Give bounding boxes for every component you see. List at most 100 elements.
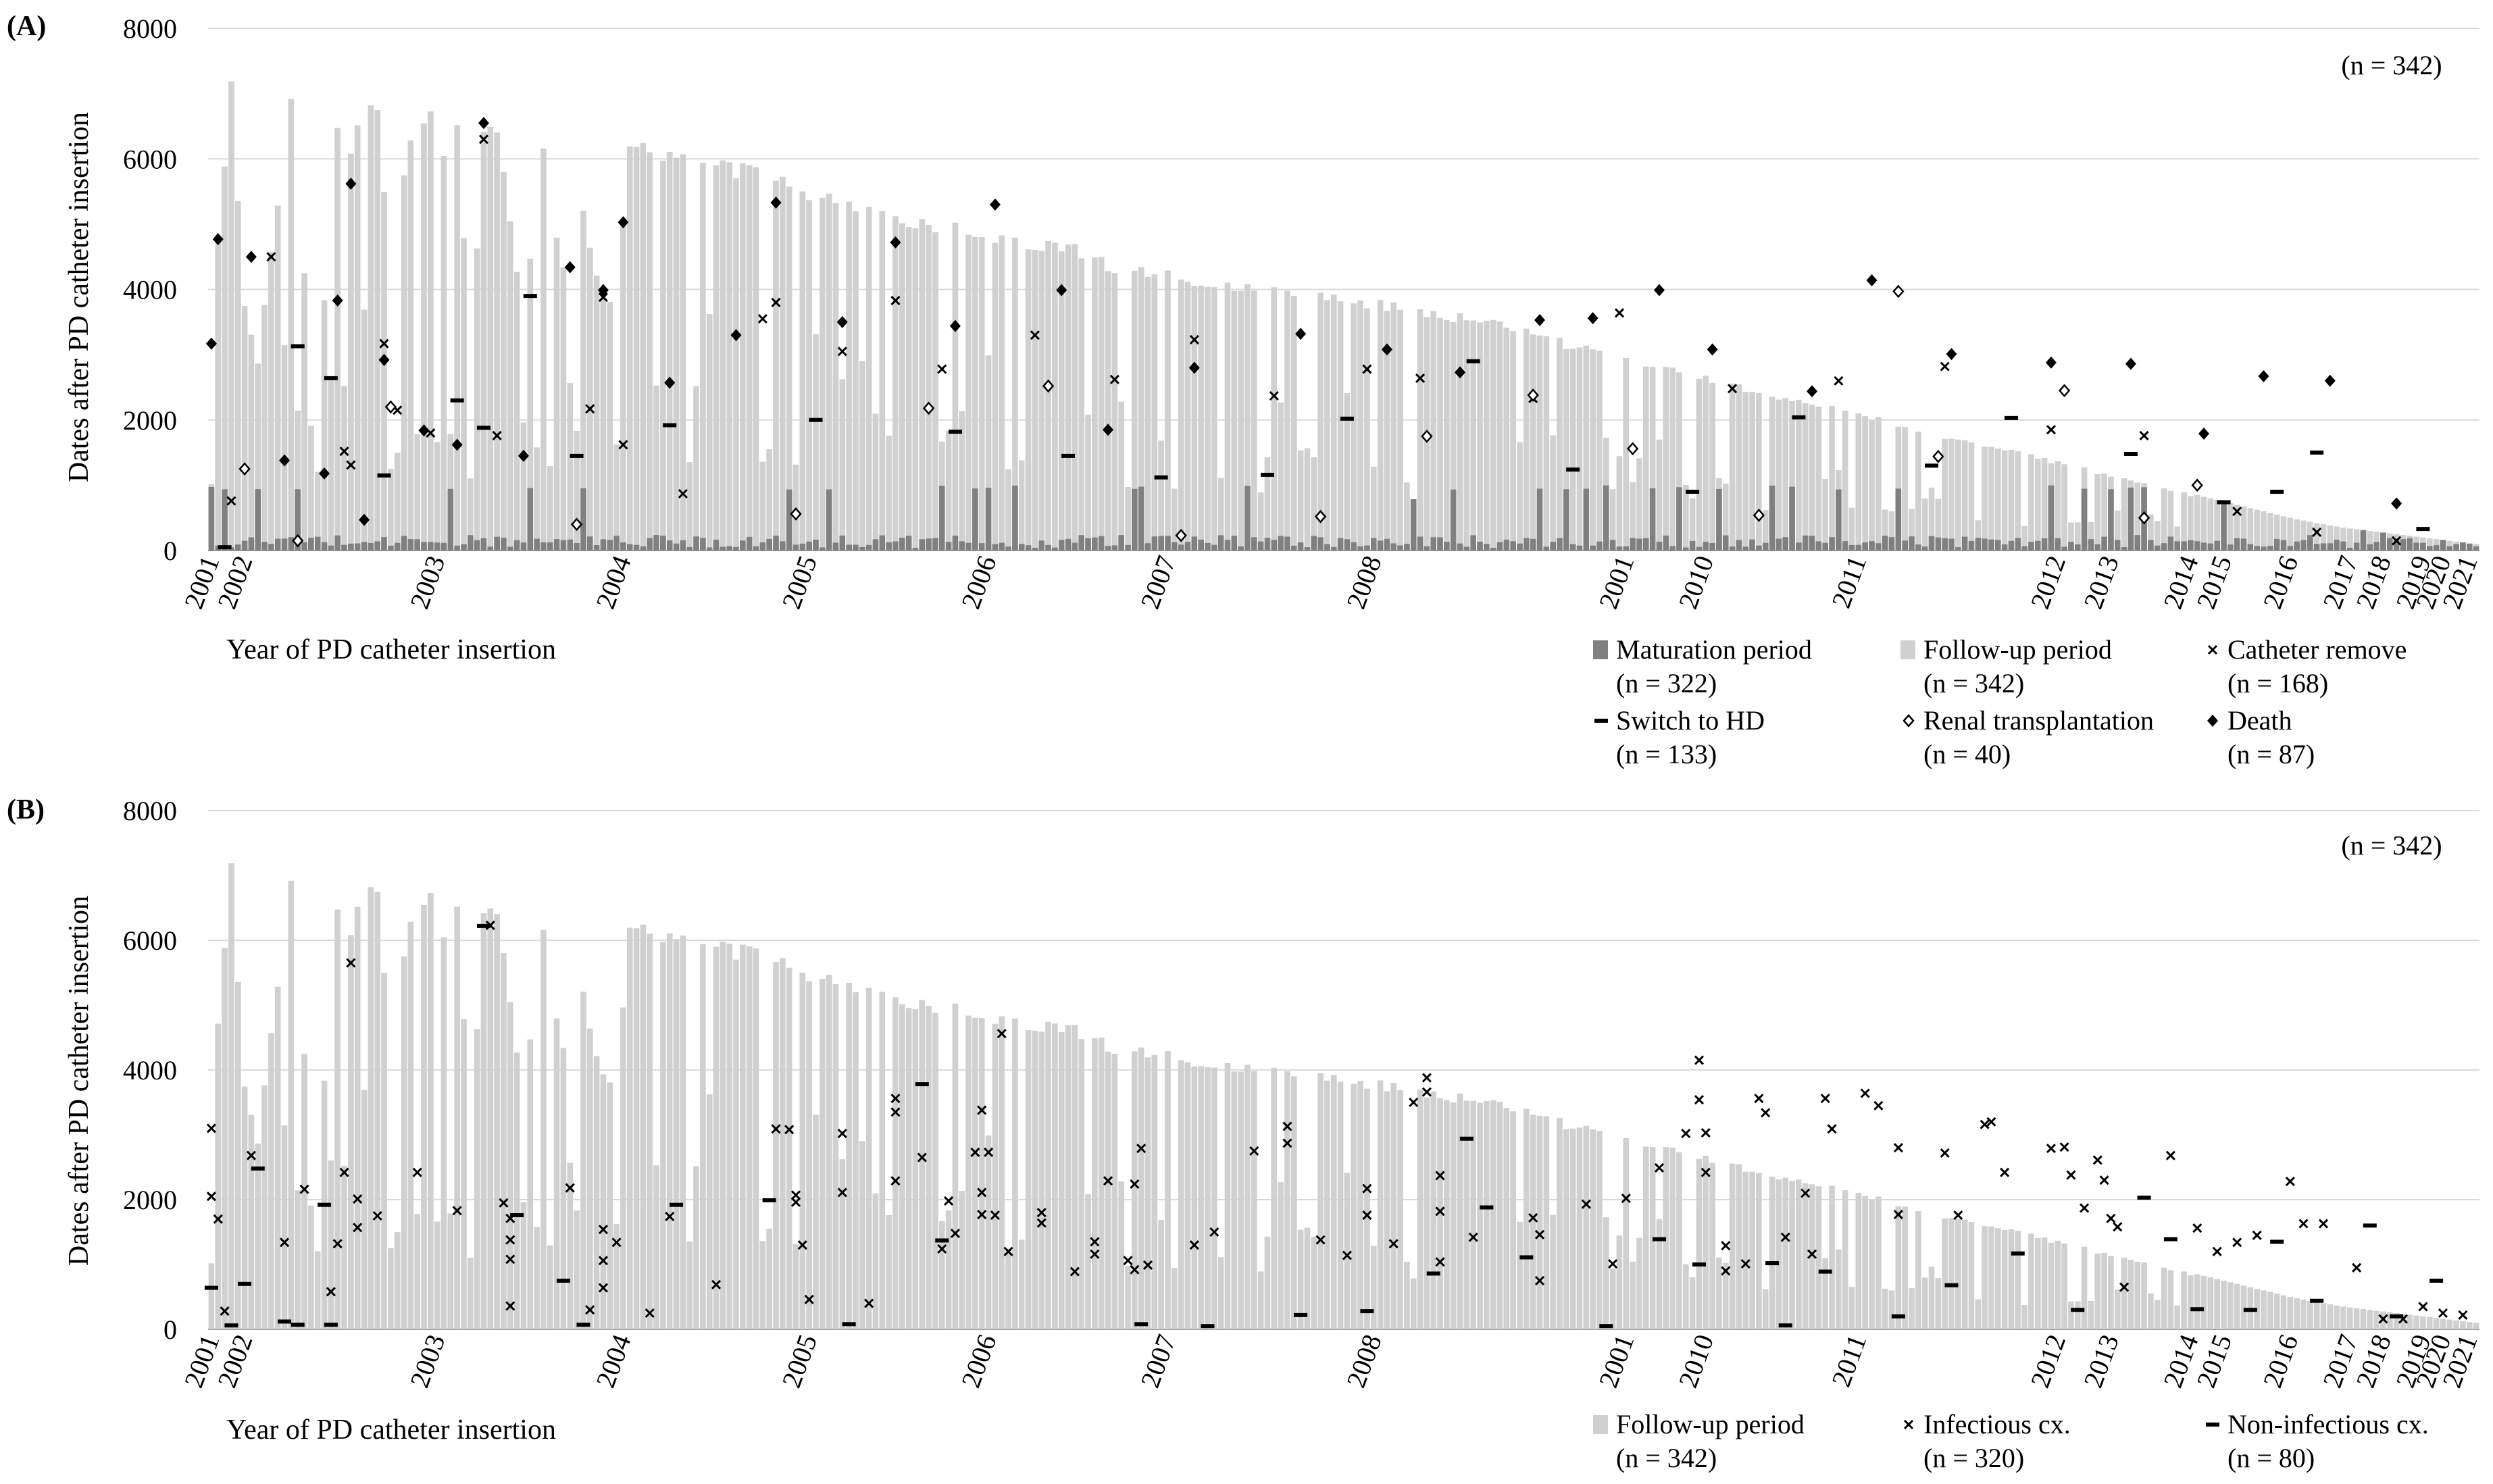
follow-up-bar [301, 1054, 307, 1329]
follow-up-bar [1364, 1088, 1370, 1329]
x-tick-label: 2004 [590, 1331, 637, 1392]
follow-up-bar [1862, 416, 1869, 551]
follow-up-bar [208, 1263, 215, 1329]
follow-up-bar [2121, 478, 2127, 551]
follow-up-bar [1616, 1235, 1623, 1329]
follow-up-bar [308, 426, 314, 551]
maturation-bar [1789, 486, 1795, 551]
follow-up-bar [872, 413, 879, 551]
maturation-bar [241, 540, 248, 551]
non-infectious-cx-marker [935, 1238, 949, 1243]
follow-up-bar [1982, 1226, 1988, 1329]
follow-up-bar [388, 1248, 394, 1329]
follow-up-bar [1184, 1062, 1191, 1329]
follow-up-bar [932, 1013, 938, 1329]
maturation-bar [1955, 547, 1961, 551]
catheter-remove-marker [2312, 527, 2322, 538]
follow-up-bar [2028, 454, 2034, 551]
maturation-bar [1796, 542, 1802, 551]
maturation-bar [1988, 539, 1994, 551]
maturation-bar [1118, 535, 1124, 551]
maturation-bar [361, 542, 368, 551]
catheter-remove-marker [1940, 361, 1950, 372]
follow-up-bar [1596, 1131, 1603, 1329]
follow-up-bar [1782, 398, 1789, 551]
follow-up-bar [972, 236, 978, 551]
maturation-bar [480, 538, 487, 551]
infectious-cx-marker [1362, 1210, 1372, 1221]
follow-up-bar [1736, 1164, 1742, 1329]
non-infectious-cx-marker [224, 1323, 238, 1328]
follow-up-bar [633, 928, 640, 1329]
follow-up-bar [288, 880, 295, 1329]
maturation-bar [2227, 544, 2234, 551]
follow-up-bar [859, 1141, 865, 1329]
follow-up-bar [1098, 257, 1105, 551]
maturation-bar [1384, 538, 1390, 551]
follow-up-bar [308, 1205, 314, 1329]
non-infectious-cx-marker [1134, 1322, 1149, 1327]
infectious-cx-marker [339, 1167, 349, 1177]
follow-up-bar [1357, 300, 1363, 551]
switch-to-hd-marker [523, 294, 537, 299]
catheter-remove-marker [492, 430, 502, 441]
x-tick-label: 2012 [2025, 1331, 2072, 1392]
maturation-bar [865, 544, 872, 551]
maturation-bar [1975, 538, 1982, 551]
follow-up-bar [1032, 250, 1038, 551]
y-tick-label: 4000 [123, 275, 177, 305]
follow-up-bar [527, 1039, 534, 1329]
follow-up-bar [680, 154, 686, 551]
infectious-cx-marker [977, 1105, 987, 1115]
death-marker [2391, 497, 2402, 510]
follow-up-bar [1855, 1193, 1862, 1329]
follow-up-bar [295, 1190, 301, 1329]
follow-up-bar [547, 466, 553, 551]
follow-up-bar [1477, 322, 1483, 551]
panel-b-grid [208, 810, 2479, 1330]
catheter-remove-marker [1834, 376, 1844, 386]
infectious-cx-marker [970, 1147, 980, 1157]
y-tick-label: 0 [163, 536, 177, 566]
death-marker [359, 513, 370, 526]
maturation-bar [1669, 546, 1676, 551]
follow-up-bar [1921, 498, 1928, 551]
follow-up-bar [374, 892, 380, 1329]
infectious-cx-marker [1940, 1148, 1950, 1158]
infectious-cx-marker [2285, 1177, 2295, 1187]
follow-up-bar [720, 160, 726, 551]
follow-up-bar [1377, 300, 1384, 551]
follow-up-bar [1842, 410, 1848, 551]
follow-up-bar [792, 1244, 799, 1329]
follow-up-bar [640, 924, 647, 1329]
follow-up-bar [1065, 244, 1072, 551]
follow-up-bar [1802, 403, 1809, 551]
catheter-remove-marker [1415, 373, 1426, 383]
follow-up-bar [1703, 376, 1709, 551]
maturation-bar [713, 539, 720, 551]
follow-up-bar [1351, 303, 1357, 551]
follow-up-bar [288, 99, 295, 551]
follow-up-bar [733, 959, 739, 1329]
maturation-bar [494, 536, 500, 551]
non-infectious-cx-marker [670, 1202, 684, 1207]
follow-up-bar [2108, 1256, 2114, 1329]
maturation-bar [1829, 537, 1835, 551]
infectious-cx-marker [1608, 1258, 1618, 1269]
follow-up-bar [1450, 1102, 1457, 1329]
maturation-bar [447, 488, 454, 551]
follow-up-bar [341, 1165, 347, 1329]
follow-up-bar [613, 444, 620, 551]
follow-up-bar [241, 306, 248, 551]
maturation-bar [1304, 547, 1311, 551]
follow-up-bar [234, 981, 241, 1329]
legend-label: Death [2227, 705, 2292, 736]
follow-up-bar [613, 1224, 620, 1329]
infectious-cx-marker [279, 1237, 290, 1248]
death-marker [949, 319, 961, 332]
infectious-cx-marker [1315, 1235, 1326, 1245]
maturation-bar [560, 540, 567, 551]
maturation-bar [1802, 535, 1809, 551]
follow-up-bar [686, 1241, 693, 1329]
maturation-bar [1085, 538, 1091, 551]
